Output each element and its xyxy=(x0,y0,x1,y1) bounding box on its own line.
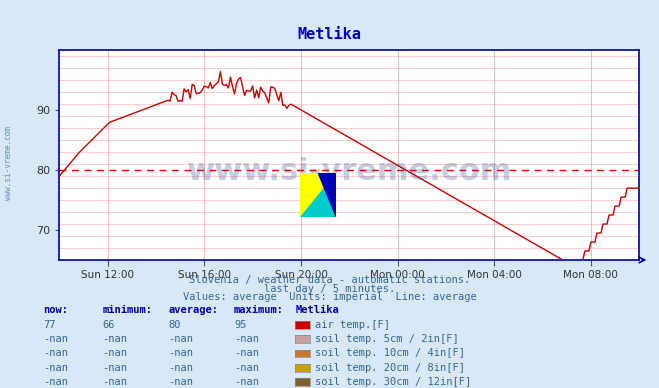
Text: -nan: -nan xyxy=(168,348,193,359)
Text: 80: 80 xyxy=(168,320,181,330)
Text: -nan: -nan xyxy=(234,334,259,344)
Text: 95: 95 xyxy=(234,320,246,330)
Text: soil temp. 5cm / 2in[F]: soil temp. 5cm / 2in[F] xyxy=(315,334,459,344)
Text: -nan: -nan xyxy=(43,348,68,359)
Text: maximum:: maximum: xyxy=(234,305,284,315)
Text: Metlika: Metlika xyxy=(298,28,361,42)
Text: -nan: -nan xyxy=(102,377,127,387)
Text: www.si-vreme.com: www.si-vreme.com xyxy=(4,126,13,200)
Text: average:: average: xyxy=(168,305,218,315)
Text: now:: now: xyxy=(43,305,68,315)
Text: -nan: -nan xyxy=(168,377,193,387)
Text: -nan: -nan xyxy=(102,348,127,359)
Text: last day / 5 minutes.: last day / 5 minutes. xyxy=(264,284,395,294)
Text: -nan: -nan xyxy=(43,377,68,387)
Text: -nan: -nan xyxy=(43,334,68,344)
Polygon shape xyxy=(318,173,336,217)
Text: -nan: -nan xyxy=(168,334,193,344)
Text: 66: 66 xyxy=(102,320,115,330)
Text: Metlika: Metlika xyxy=(295,305,339,315)
Text: soil temp. 10cm / 4in[F]: soil temp. 10cm / 4in[F] xyxy=(315,348,465,359)
Text: -nan: -nan xyxy=(234,348,259,359)
Text: -nan: -nan xyxy=(102,334,127,344)
Text: soil temp. 20cm / 8in[F]: soil temp. 20cm / 8in[F] xyxy=(315,363,465,373)
Text: minimum:: minimum: xyxy=(102,305,152,315)
Text: -nan: -nan xyxy=(102,363,127,373)
Text: Values: average  Units: imperial  Line: average: Values: average Units: imperial Line: av… xyxy=(183,292,476,302)
Polygon shape xyxy=(300,173,336,217)
Text: www.si-vreme.com: www.si-vreme.com xyxy=(186,158,512,187)
Text: -nan: -nan xyxy=(168,363,193,373)
Text: -nan: -nan xyxy=(43,363,68,373)
Text: -nan: -nan xyxy=(234,363,259,373)
Text: air temp.[F]: air temp.[F] xyxy=(315,320,390,330)
Polygon shape xyxy=(300,173,336,217)
Text: soil temp. 30cm / 12in[F]: soil temp. 30cm / 12in[F] xyxy=(315,377,471,387)
Text: Slovenia / weather data - automatic stations.: Slovenia / weather data - automatic stat… xyxy=(189,275,470,285)
Text: -nan: -nan xyxy=(234,377,259,387)
Text: 77: 77 xyxy=(43,320,55,330)
